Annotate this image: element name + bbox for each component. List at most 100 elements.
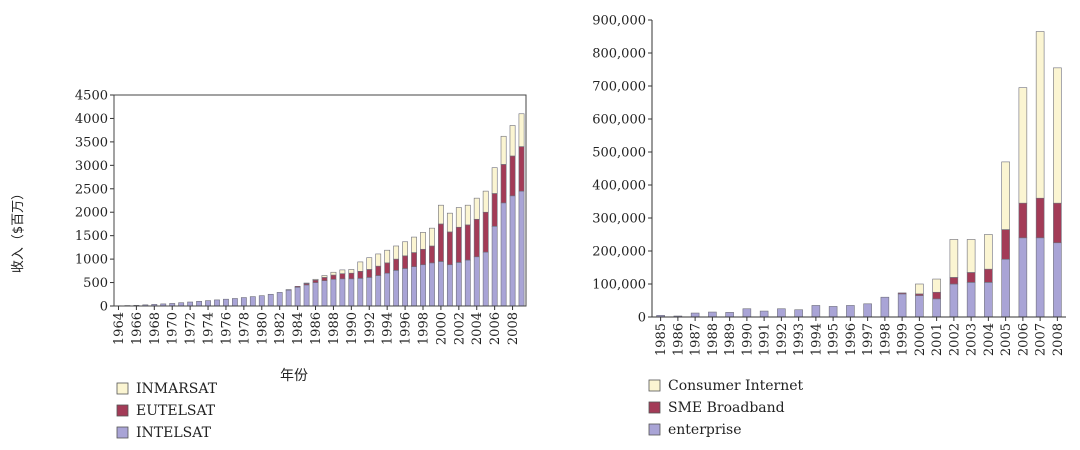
legend-swatch	[116, 404, 129, 417]
x-tick-label: 1988	[327, 312, 342, 345]
bar-segment	[411, 266, 417, 307]
bars	[115, 113, 525, 307]
y-tick-label: 900,000	[592, 14, 646, 29]
bar-segment	[932, 291, 941, 300]
bar-segment	[509, 195, 516, 307]
bar-segment	[966, 272, 976, 283]
bar-segment	[321, 280, 328, 307]
x-tick-label: 1998	[878, 323, 893, 356]
y-tick-label: 1000	[75, 253, 108, 268]
bar-segment	[949, 283, 959, 318]
bar-segment	[384, 272, 391, 307]
bar-segment	[393, 245, 400, 260]
y-tick-label: 4500	[75, 89, 108, 104]
x-tick-label: 1974	[202, 312, 217, 345]
bar-segment	[393, 270, 400, 307]
bar-segment	[357, 278, 364, 307]
bar-segment	[411, 236, 417, 253]
bar-segment	[375, 265, 382, 276]
x-tick-label: 1999	[896, 323, 911, 356]
x-tick-label: 2002	[947, 323, 962, 356]
bar-segment	[330, 278, 337, 307]
legend-swatch	[648, 401, 661, 414]
legend-label: EUTELSAT	[136, 403, 216, 419]
x-tick-label: 2008	[506, 312, 521, 345]
bar-segment	[949, 277, 959, 285]
bar-segment	[339, 278, 346, 307]
bar-segment	[438, 204, 444, 225]
bar-segment	[984, 282, 993, 318]
legend-label: enterprise	[668, 422, 742, 438]
y-tick-label: 700,000	[592, 80, 646, 95]
bar-segment	[897, 293, 907, 318]
bar-segment	[1001, 258, 1010, 318]
legend-label: Consumer Internet	[668, 378, 804, 394]
x-tick-label: 1993	[792, 323, 807, 356]
x-tick-label: 2006	[1016, 323, 1031, 356]
bar-segment	[491, 193, 498, 227]
x-tick-label: 2007	[1034, 323, 1049, 356]
bar-segment	[811, 305, 821, 318]
y-tick-label: 500	[83, 276, 108, 291]
chart-broadband-revenue: 0 100,000 200,000 300,000 400,000 500,000 600,…	[592, 14, 1066, 438]
x-tick-label: 1990	[740, 323, 755, 356]
bar-segment	[384, 249, 391, 264]
bar-segment	[1018, 237, 1028, 318]
y-tick-label: 1500	[75, 229, 108, 244]
bar-segment	[966, 282, 976, 318]
bar-segment	[1053, 67, 1062, 204]
y-tick-label: 3000	[75, 159, 108, 174]
bar-segment	[742, 308, 752, 318]
bar-segment	[240, 297, 247, 307]
bar-segment	[303, 284, 310, 307]
bar-segment	[438, 223, 444, 262]
y-tick-label: 300,000	[592, 212, 646, 227]
bar-segment	[339, 269, 346, 274]
bar-segment	[984, 234, 993, 270]
bar-segment	[966, 239, 976, 273]
bar-segment	[509, 125, 516, 157]
x-axis-ticks: 1985 1986 1987 1988 1989 1990 1991 1992 1993 1994…	[654, 317, 1066, 356]
bar-segment	[196, 301, 202, 307]
bar-segment	[473, 218, 480, 258]
plot-border	[113, 94, 527, 307]
bar-segment	[429, 262, 435, 307]
bar-segment	[473, 197, 480, 220]
bar-segment	[429, 245, 435, 264]
bar-segment	[446, 231, 453, 266]
y-tick-label: 100,000	[592, 278, 646, 293]
bar-segment	[187, 301, 194, 307]
bar-segment	[267, 293, 274, 307]
bar-segment	[366, 269, 373, 278]
bar-segment	[348, 278, 355, 307]
bar-segment	[312, 278, 319, 281]
bar-segment	[828, 306, 838, 318]
bar-segment	[932, 298, 941, 318]
bar-segment	[708, 311, 717, 318]
chart-revenue-by-operator: 0 500 1000 1500 2000 2500 3000 3500 4000 4500 196…	[11, 89, 527, 441]
y-tick-label: 2500	[75, 182, 108, 197]
bar-segment	[375, 275, 382, 307]
bar-segment	[464, 204, 471, 226]
x-tick-label: 1996	[844, 323, 859, 356]
x-tick-label: 2003	[965, 323, 980, 356]
bar-segment	[500, 164, 507, 204]
bar-segment	[1035, 197, 1045, 239]
x-tick-label: 1982	[273, 312, 288, 345]
bar-segment	[455, 207, 462, 228]
bar-segment	[846, 305, 855, 318]
y-tick-label: 400,000	[592, 179, 646, 194]
bar-segment	[915, 295, 924, 318]
bar-segment	[357, 261, 364, 272]
bar-segment	[1001, 161, 1010, 230]
bar-segment	[455, 226, 462, 263]
x-tick-label: 1986	[671, 323, 686, 356]
bar-segment	[258, 295, 265, 307]
legend-label: INMARSAT	[136, 381, 218, 397]
x-tick-label: 1990	[345, 312, 360, 345]
bar-segment	[455, 262, 462, 307]
legend: Consumer Internet SME Broadband enterprise	[648, 378, 804, 438]
y-tick-label: 200,000	[592, 245, 646, 260]
x-tick-label: 1997	[861, 323, 876, 356]
x-tick-label: 1989	[723, 323, 738, 356]
